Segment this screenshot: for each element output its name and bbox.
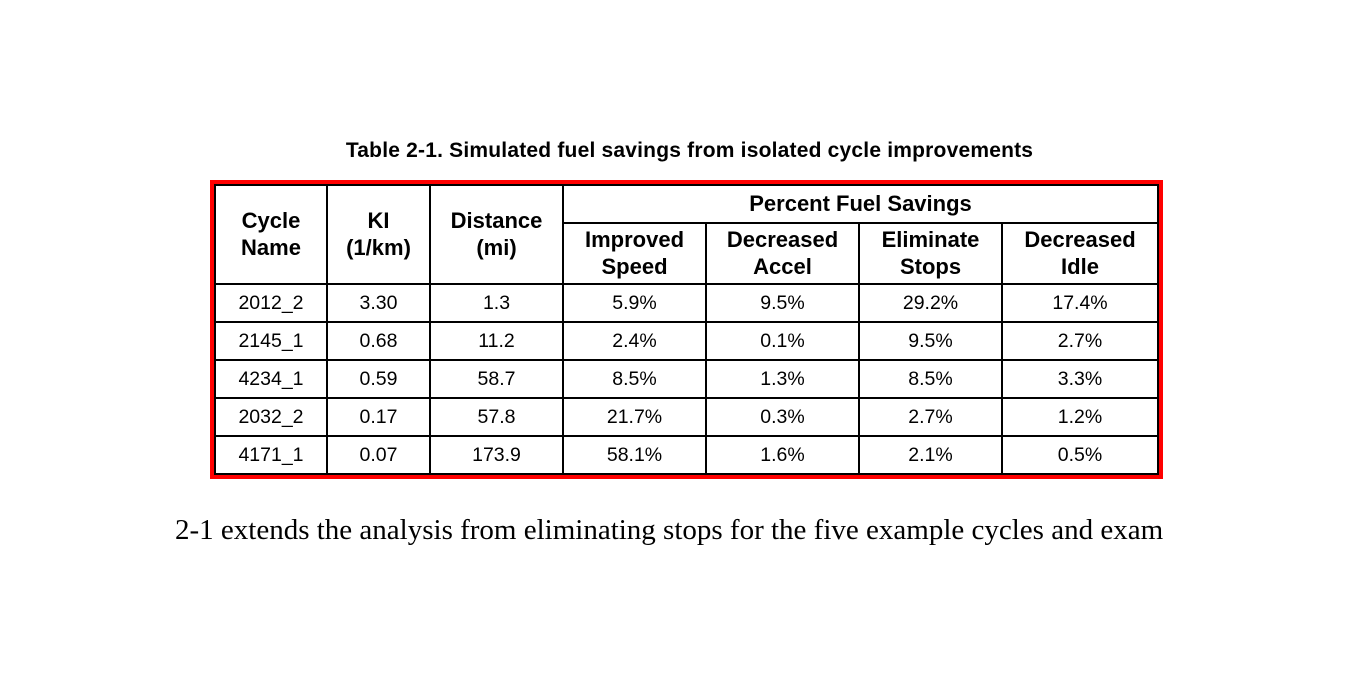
cell-decreased-idle: 2.7% <box>1001 321 1159 361</box>
header-row-group: Cycle Name KI (1/km) Distance (mi) Perce… <box>214 184 1159 285</box>
table-row: 4234_1 0.59 58.7 8.5% 1.3% 8.5% 3.3% <box>214 359 1159 399</box>
cell-decreased-accel: 1.6% <box>705 435 860 475</box>
cell-distance: 173.9 <box>429 435 564 475</box>
cell-cycle-name: 4234_1 <box>214 359 328 399</box>
cell-eliminate-stops: 2.1% <box>858 435 1003 475</box>
cell-improved-speed: 21.7% <box>562 397 707 437</box>
cell-improved-speed: 5.9% <box>562 283 707 323</box>
cell-decreased-accel: 9.5% <box>705 283 860 323</box>
col-header-decreased-accel: Decreased Accel <box>705 222 860 285</box>
table-row: 2145_1 0.68 11.2 2.4% 0.1% 9.5% 2.7% <box>214 321 1159 361</box>
cell-ki: 3.30 <box>326 283 431 323</box>
col-header-eliminate-stops: Eliminate Stops <box>858 222 1003 285</box>
cell-decreased-accel: 0.3% <box>705 397 860 437</box>
header-row-sub: Improved Speed Decreased Accel Eliminate… <box>215 222 1159 285</box>
cell-ki: 0.07 <box>326 435 431 475</box>
table-caption: Table 2-1. Simulated fuel savings from i… <box>345 139 1034 162</box>
cell-cycle-name: 2012_2 <box>214 283 328 323</box>
cell-eliminate-stops: 8.5% <box>858 359 1003 399</box>
cell-improved-speed: 58.1% <box>562 435 707 475</box>
cell-eliminate-stops: 9.5% <box>858 321 1003 361</box>
cell-decreased-idle: 3.3% <box>1001 359 1159 399</box>
cell-decreased-idle: 0.5% <box>1001 435 1159 475</box>
cell-eliminate-stops: 2.7% <box>858 397 1003 437</box>
col-header-decreased-idle: Decreased Idle <box>1001 222 1159 285</box>
cell-decreased-idle: 1.2% <box>1001 397 1159 437</box>
cell-improved-speed: 8.5% <box>562 359 707 399</box>
cell-ki: 0.59 <box>326 359 431 399</box>
cell-distance: 1.3 <box>429 283 564 323</box>
cell-decreased-accel: 0.1% <box>705 321 860 361</box>
fuel-savings-table-grid: Cycle Name KI (1/km) Distance (mi) Perce… <box>214 184 1159 475</box>
cell-distance: 11.2 <box>429 321 564 361</box>
cell-ki: 0.17 <box>326 397 431 437</box>
table-row: 2012_2 3.30 1.3 5.9% 9.5% 29.2% 17.4% <box>214 283 1159 323</box>
col-header-improved-speed: Improved Speed <box>562 222 707 285</box>
cell-cycle-name: 2032_2 <box>214 397 328 437</box>
cell-cycle-name: 2145_1 <box>214 321 328 361</box>
cell-eliminate-stops: 29.2% <box>858 283 1003 323</box>
cell-distance: 58.7 <box>429 359 564 399</box>
col-header-distance: Distance (mi) <box>429 184 564 285</box>
cell-improved-speed: 2.4% <box>562 321 707 361</box>
paragraph-text: 2-1 extends the analysis from eliminatin… <box>175 514 1164 546</box>
cell-distance: 57.8 <box>429 397 564 437</box>
table-row: 2032_2 0.17 57.8 21.7% 0.3% 2.7% 1.2% <box>214 397 1159 437</box>
table-row: 4171_1 0.07 173.9 58.1% 1.6% 2.1% 0.5% <box>214 435 1159 475</box>
col-header-percent-fuel-savings: Percent Fuel Savings <box>562 184 1159 224</box>
cell-decreased-idle: 17.4% <box>1001 283 1159 323</box>
col-header-ki: KI (1/km) <box>326 184 431 285</box>
cell-ki: 0.68 <box>326 321 431 361</box>
fuel-savings-table: Cycle Name KI (1/km) Distance (mi) Perce… <box>210 180 1163 479</box>
cell-cycle-name: 4171_1 <box>214 435 328 475</box>
col-header-cycle-name: Cycle Name <box>214 184 328 285</box>
cell-decreased-accel: 1.3% <box>705 359 860 399</box>
